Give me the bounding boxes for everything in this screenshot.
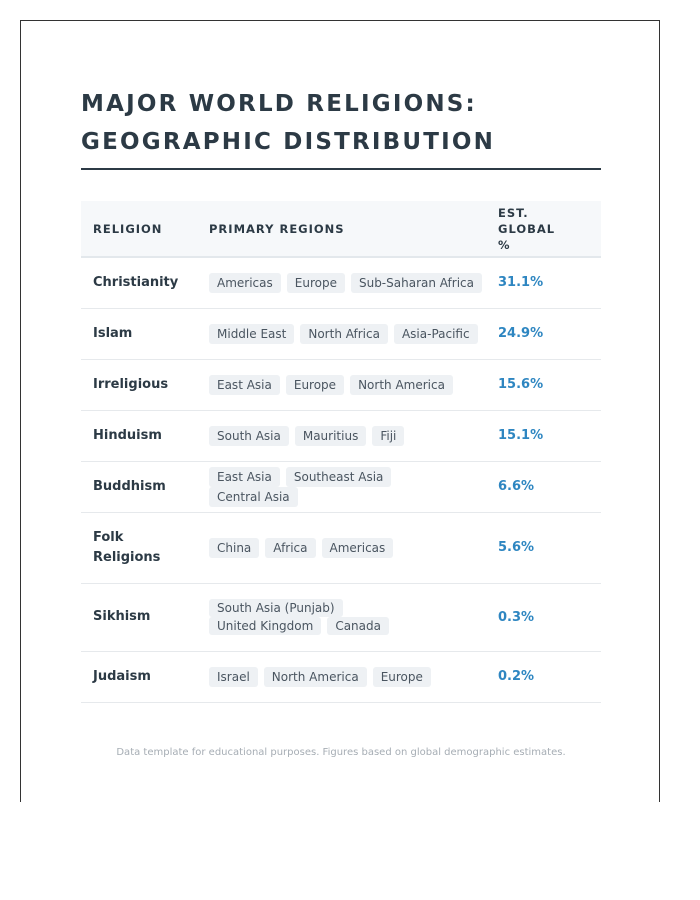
- primary-regions: East Asia Europe North America: [197, 359, 486, 410]
- footnote: Data template for educational purposes. …: [116, 747, 566, 758]
- region-tag: Europe: [285, 374, 345, 395]
- region-tag: Americas: [321, 537, 394, 558]
- religion-name: Sikhism: [93, 609, 151, 624]
- title-line-2: GEOGRAPHIC DISTRIBUTION: [81, 129, 496, 155]
- religion-name-line-1: Folk: [93, 529, 124, 545]
- region-tag: Europe: [372, 666, 431, 687]
- region-tag: Central Asia: [209, 486, 298, 507]
- religion-name: Irreligious: [93, 376, 169, 392]
- religion-name: Islam: [93, 325, 133, 341]
- region-tag: Canada: [327, 617, 389, 635]
- region-tag: Asia-Pacific: [393, 323, 478, 344]
- primary-regions: South Asia Mauritius Fiji: [197, 410, 486, 461]
- global-percentage: 0.2%: [498, 669, 535, 684]
- region-tag: United Kingdom: [209, 617, 322, 635]
- region-tag: South Asia (Punjab): [209, 599, 343, 617]
- region-tag: East Asia: [209, 466, 280, 487]
- religion-name: Hinduism: [93, 427, 162, 443]
- region-tag: China: [209, 537, 260, 558]
- region-tag: North Africa: [300, 323, 388, 344]
- region-tag: South Asia: [209, 425, 289, 446]
- region-tag: Israel: [209, 666, 258, 687]
- table-row: Buddhism East Asia Southeast Asia Centra…: [81, 461, 601, 512]
- region-tag: Middle East: [209, 323, 295, 344]
- page-title: MAJOR WORLD RELIGIONS: GEOGRAPHIC DISTRI…: [81, 85, 601, 161]
- table-row: Christianity Americas Europe Sub-Saharan…: [81, 257, 601, 308]
- region-tag: Americas: [209, 272, 281, 293]
- region-tag: Southeast Asia: [285, 466, 392, 487]
- table-row: Sikhism South Asia (Punjab) United Kingd…: [81, 583, 601, 651]
- religion-name: Buddhism: [93, 478, 166, 494]
- header-est-global-pct: EST. GLOBAL %: [486, 201, 601, 257]
- region-tag: East Asia: [209, 374, 280, 395]
- global-percentage: 0.3%: [498, 609, 535, 625]
- region-tag: Sub-Saharan Africa: [350, 272, 482, 293]
- table-header-row: RELIGION PRIMARY REGIONS EST. GLOBAL %: [81, 201, 601, 257]
- region-tag: North America: [263, 666, 367, 687]
- table-row: Hinduism South Asia Mauritius Fiji 15.1%: [81, 410, 601, 461]
- primary-regions: South Asia (Punjab) United Kingdom Canad…: [197, 583, 486, 651]
- region-tag: Fiji: [372, 425, 405, 446]
- region-tag: North America: [350, 374, 453, 395]
- title-divider: [81, 168, 601, 170]
- religion-name-line-2: Religions: [93, 549, 161, 565]
- primary-regions: Middle East North Africa Asia-Pacific: [197, 308, 486, 359]
- primary-regions: Israel North America Europe: [197, 651, 486, 702]
- primary-regions: East Asia Southeast Asia Central Asia: [197, 461, 486, 512]
- religion-name: Christianity: [93, 274, 179, 290]
- header-primary-regions: PRIMARY REGIONS: [209, 221, 345, 236]
- global-percentage: 5.6%: [498, 540, 535, 555]
- religion-name: Judaism: [93, 668, 151, 684]
- region-tag: Mauritius: [294, 425, 367, 446]
- header-pct-line-2: %: [498, 237, 511, 252]
- global-percentage: 31.1%: [498, 275, 544, 291]
- table-row: Folk Religions China Africa Americas 5.6…: [81, 512, 601, 583]
- global-percentage: 15.1%: [498, 428, 544, 443]
- global-percentage: 15.6%: [498, 377, 544, 392]
- table-row: Islam Middle East North Africa Asia-Paci…: [81, 308, 601, 359]
- primary-regions: China Africa Americas: [197, 512, 486, 583]
- religion-name: Folk Religions: [81, 512, 197, 583]
- header-pct-line-1: EST. GLOBAL: [498, 205, 556, 236]
- region-tag: Europe: [286, 272, 345, 293]
- primary-regions: Americas Europe Sub-Saharan Africa: [197, 257, 486, 308]
- religions-table: RELIGION PRIMARY REGIONS EST. GLOBAL % C…: [81, 201, 601, 703]
- region-tag: Africa: [265, 537, 316, 558]
- global-percentage: 6.6%: [498, 479, 535, 494]
- religions-table-container: RELIGION PRIMARY REGIONS EST. GLOBAL % C…: [81, 201, 601, 703]
- table-row: Irreligious East Asia Europe North Ameri…: [81, 359, 601, 410]
- global-percentage: 24.9%: [498, 326, 544, 341]
- title-line-1: MAJOR WORLD RELIGIONS:: [81, 91, 477, 117]
- table-row: Judaism Israel North America Europe 0.2%: [81, 651, 601, 702]
- header-religion: RELIGION: [93, 221, 163, 236]
- document-page: MAJOR WORLD RELIGIONS: GEOGRAPHIC DISTRI…: [20, 20, 660, 802]
